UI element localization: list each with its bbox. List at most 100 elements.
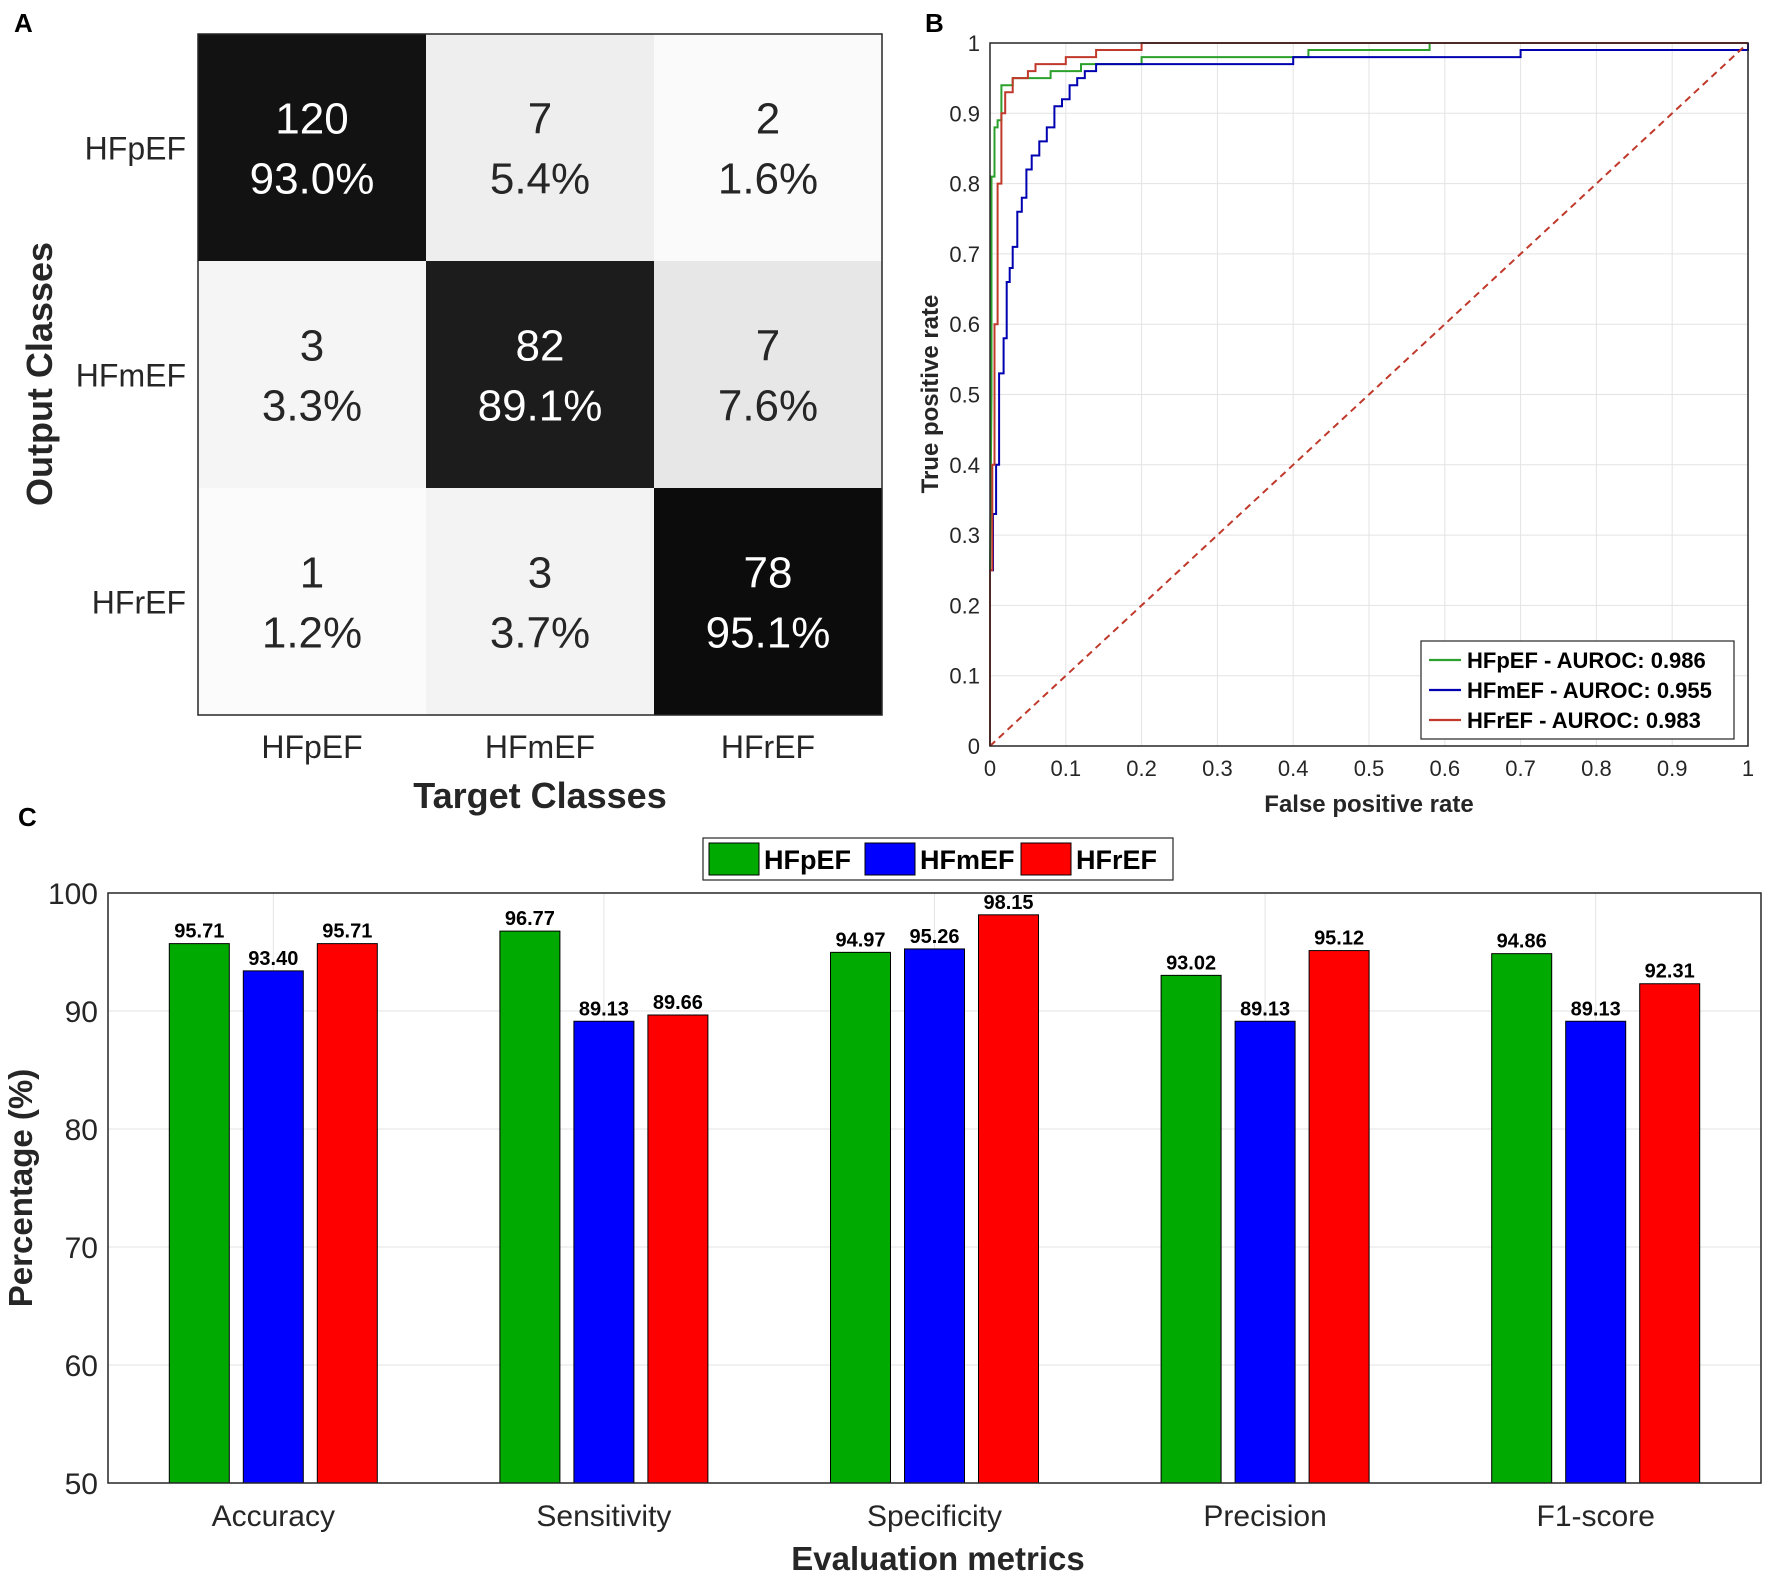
x-tick-label: HFpEF — [261, 729, 362, 765]
y-tick-label: 1 — [968, 31, 980, 56]
bar — [1308, 950, 1370, 1484]
roc-plot-frame — [989, 42, 1749, 747]
bars: 95.71 93.40 95.71 96.77 89.13 89.66 94.97 95.26… — [168, 892, 1701, 1484]
cell-count: 78 — [744, 549, 793, 598]
confusion-matrix-cell — [426, 261, 654, 488]
legend-swatch — [708, 842, 760, 876]
bar-tick-labels: 50 60 70 80 90 100 Accuracy Sensitivity Specific… — [48, 878, 1655, 1533]
bar-value-label: 96.77 — [505, 908, 555, 930]
cell-percentage: 1.2% — [262, 609, 362, 658]
y-tick-label: 70 — [65, 1232, 98, 1265]
x-tick-label: 0.7 — [1505, 756, 1536, 781]
bar-value-label: 94.97 — [835, 929, 885, 951]
cell-count: 3 — [300, 322, 324, 371]
roc-curve-line — [989, 42, 1748, 746]
bar — [830, 951, 891, 1484]
cell-percentage: 3.7% — [490, 609, 590, 658]
bar — [573, 1020, 635, 1484]
x-tick-label: 0.3 — [1202, 756, 1233, 781]
bar-legend: HFpEF HFmEF HFrEF — [702, 837, 1174, 881]
confusion-matrix-cell — [198, 34, 426, 261]
bar-value-label: 89.13 — [1240, 998, 1290, 1020]
bar — [1234, 1020, 1296, 1484]
confusion-matrix-frame — [197, 33, 883, 716]
confusion-matrix-panel: A 120 93.0% 7 5.4% 2 1.6% 3 3.3% 82 89.1% 7 7.6% 1 1.… — [14, 8, 883, 816]
cell-count: 7 — [528, 95, 552, 144]
bar-value-label: 94.86 — [1497, 931, 1547, 953]
confusion-matrix-xlabel: Target Classes — [413, 775, 666, 816]
confusion-matrix-ylabel: Output Classes — [19, 242, 60, 506]
panel-letter-b: B — [925, 8, 944, 38]
legend-entry: HFrEF - AUROC: 0.983 — [1467, 708, 1701, 733]
x-tick-label: HFrEF — [721, 729, 815, 765]
chance-diagonal-line — [989, 42, 1749, 747]
bar-ylabel: Percentage (%) — [2, 1069, 39, 1307]
cell-percentage: 5.4% — [490, 155, 590, 204]
legend-swatch — [1020, 842, 1072, 876]
y-tick-label: 100 — [48, 878, 98, 911]
confusion-matrix-cell — [654, 34, 882, 261]
y-tick-label: 0.2 — [949, 593, 980, 618]
bar-value-label: 89.66 — [653, 992, 703, 1014]
x-tick-label: 0 — [984, 756, 996, 781]
y-tick-label: 0.4 — [949, 453, 980, 478]
cell-count: 120 — [275, 95, 348, 144]
x-tick-label: F1-score — [1537, 1500, 1655, 1533]
roc-legend: HFpEF - AUROC: 0.986 HFmEF - AUROC: 0.955… — [1420, 640, 1735, 740]
y-tick-label: HFpEF — [85, 131, 186, 167]
x-tick-label: 0.4 — [1278, 756, 1309, 781]
y-tick-label: 0.1 — [949, 664, 980, 689]
y-tick-label: 50 — [65, 1468, 98, 1501]
bar — [1639, 983, 1701, 1484]
cell-count: 2 — [756, 95, 780, 144]
confusion-matrix-cell — [426, 34, 654, 261]
legend-box — [702, 837, 1174, 881]
cell-percentage: 95.1% — [706, 609, 831, 658]
legend-swatch — [864, 842, 916, 876]
bar-plot-frame — [107, 892, 1762, 1484]
roc-ylabel: True positive rate — [917, 295, 944, 494]
confusion-matrix-cell — [426, 488, 654, 715]
x-tick-label: 0.9 — [1657, 756, 1688, 781]
bar-xlabel: Evaluation metrics — [791, 1540, 1084, 1577]
bar-value-label: 89.13 — [1571, 998, 1621, 1020]
confusion-matrix-cells: 120 93.0% 7 5.4% 2 1.6% 3 3.3% 82 89.1% 7 7.6% 1 1.2%… — [198, 34, 882, 715]
x-tick-label: 0.5 — [1354, 756, 1385, 781]
bar — [1565, 1020, 1627, 1484]
y-tick-label: HFrEF — [92, 585, 186, 621]
x-tick-label: Accuracy — [212, 1500, 335, 1533]
legend-entry: HFmEF - AUROC: 0.955 — [1467, 678, 1712, 703]
panel-letter-a: A — [14, 8, 33, 38]
cell-percentage: 1.6% — [718, 155, 818, 204]
bar-value-label: 89.13 — [579, 998, 629, 1020]
legend-entry: HFmEF — [920, 845, 1015, 875]
cell-count: 3 — [528, 549, 552, 598]
legend-entry: HFpEF - AUROC: 0.986 — [1467, 648, 1706, 673]
bar-value-label: 95.26 — [909, 926, 959, 948]
x-tick-label: 0.8 — [1581, 756, 1612, 781]
y-tick-label: 0.6 — [949, 312, 980, 337]
cell-count: 1 — [300, 549, 324, 598]
x-tick-label: Sensitivity — [536, 1500, 671, 1533]
bar — [1160, 974, 1222, 1484]
roc-tick-labels: 0 0.1 0.2 0.3 0.4 0.5 0.6 0.7 0.8 0.9 1 0 0.1 0.2 0.3 0… — [949, 31, 1754, 781]
bar-value-label: 95.71 — [322, 921, 372, 943]
legend-box — [1420, 640, 1735, 740]
legend-entry: HFrEF — [1076, 845, 1157, 875]
bar — [168, 943, 230, 1484]
cell-percentage: 89.1% — [478, 382, 603, 431]
x-tick-label: Precision — [1203, 1500, 1326, 1533]
cell-count: 82 — [516, 322, 565, 371]
x-tick-label: 0.1 — [1051, 756, 1082, 781]
y-tick-label: 90 — [65, 996, 98, 1029]
panel-letter-c: C — [18, 802, 37, 832]
y-tick-label: 0.7 — [949, 242, 980, 267]
bar — [1491, 953, 1553, 1484]
confusion-matrix-cell — [198, 488, 426, 715]
y-tick-label: 60 — [65, 1350, 98, 1383]
cell-percentage: 7.6% — [718, 382, 818, 431]
bar — [499, 930, 561, 1484]
confusion-matrix-cell — [654, 261, 882, 488]
